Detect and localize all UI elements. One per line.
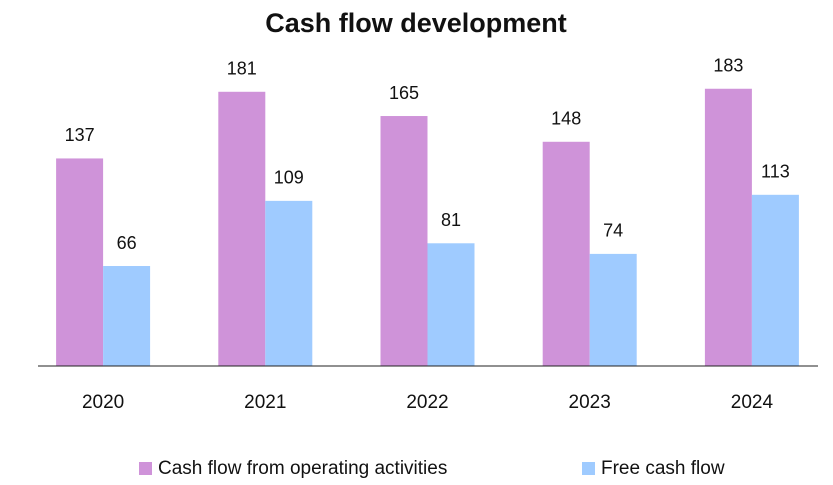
- bar: [56, 158, 104, 366]
- bar: [589, 253, 637, 366]
- x-tick-label: 2022: [406, 392, 448, 413]
- bar: [704, 88, 752, 366]
- value-label: 181: [227, 59, 257, 79]
- value-label: 109: [274, 168, 304, 188]
- bar: [380, 116, 428, 367]
- bar: [265, 200, 313, 366]
- bar: [427, 243, 475, 366]
- value-label: 137: [65, 125, 95, 145]
- bar: [218, 91, 266, 366]
- x-tick-label: 2020: [82, 392, 124, 413]
- x-tick-label: 2021: [244, 392, 286, 413]
- value-label: 66: [117, 233, 137, 253]
- legend-swatch: [582, 462, 595, 475]
- legend-swatch: [139, 462, 152, 475]
- x-tick-label: 2023: [569, 392, 611, 413]
- value-label: 148: [551, 109, 581, 129]
- chart-title: Cash flow development: [265, 8, 567, 38]
- legend-label: Free cash flow: [601, 458, 725, 479]
- bar: [542, 141, 590, 366]
- value-label: 165: [389, 83, 419, 103]
- bar: [751, 194, 799, 366]
- legend-label: Cash flow from operating activities: [158, 458, 447, 479]
- value-label: 81: [441, 210, 461, 230]
- bar: [103, 266, 151, 366]
- value-label: 113: [761, 162, 790, 182]
- x-tick-label: 2024: [731, 392, 774, 413]
- value-label: 183: [713, 56, 743, 76]
- value-label: 74: [603, 221, 623, 241]
